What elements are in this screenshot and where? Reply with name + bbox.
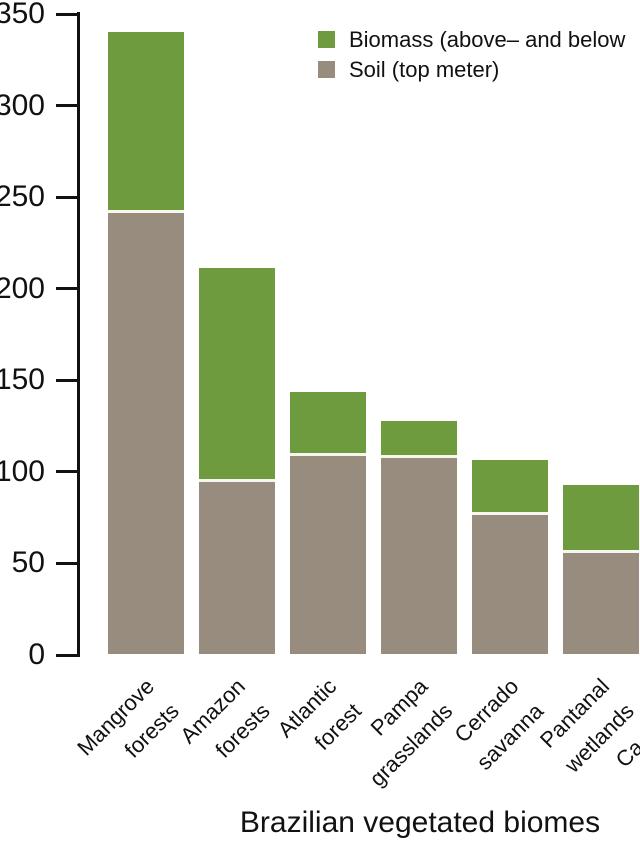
y-axis-line	[77, 12, 80, 657]
y-tick-label-50: 50	[11, 546, 45, 580]
biomass-segment-mangrove-forests	[108, 32, 184, 213]
y-tick-label-150: 150	[0, 363, 45, 397]
y-tick-350	[56, 12, 80, 16]
x-label-pampa-grasslands: Pampa grasslands	[336, 670, 461, 795]
y-tick-300	[56, 104, 80, 108]
legend-swatch-soil	[318, 61, 335, 78]
soil-segment-pampa-grasslands	[381, 458, 457, 654]
biomass-segment-amazon-forests	[199, 268, 275, 482]
x-label-cerrado-savanna: Cerrado savanna	[443, 670, 551, 778]
y-tick-0	[56, 653, 80, 657]
soil-segment-atlantic-forest	[290, 456, 366, 654]
legend-label-biomass: Biomass (above– and below	[349, 27, 626, 52]
soil-segment-cerrado-savanna	[472, 515, 548, 654]
y-tick-label-300: 300	[0, 88, 45, 122]
biomass-segment-pampa-grasslands	[381, 421, 457, 458]
biomass-segment-atlantic-forest	[290, 392, 366, 456]
biomass-segment-cerrado-savanna	[472, 460, 548, 515]
x-label-mangrove-forests: Mangrove forests	[69, 670, 188, 789]
x-label-amazon-forests: Amazon forests	[172, 670, 279, 777]
biomass-segment-pantanal-wetlands	[563, 485, 639, 553]
y-tick-50	[56, 561, 80, 565]
y-tick-200	[56, 287, 80, 291]
y-tick-100	[56, 470, 80, 474]
y-tick-label-0: 0	[28, 638, 45, 671]
x-axis-title: Brazilian vegetated biomes	[239, 806, 601, 839]
y-tick-label-250: 250	[0, 180, 45, 214]
soil-segment-pantanal-wetlands	[563, 553, 639, 654]
legend-label-soil: Soil (top meter)	[349, 57, 500, 82]
soil-segment-mangrove-forests	[108, 213, 184, 654]
y-tick-label-350: 350	[0, 0, 45, 30]
y-tick-250	[56, 195, 80, 199]
y-tick-150	[56, 378, 80, 382]
soil-segment-amazon-forests	[199, 482, 275, 654]
legend-swatch-biomass	[318, 31, 335, 48]
y-tick-label-200: 200	[0, 271, 45, 305]
y-tick-label-100: 100	[0, 454, 45, 488]
